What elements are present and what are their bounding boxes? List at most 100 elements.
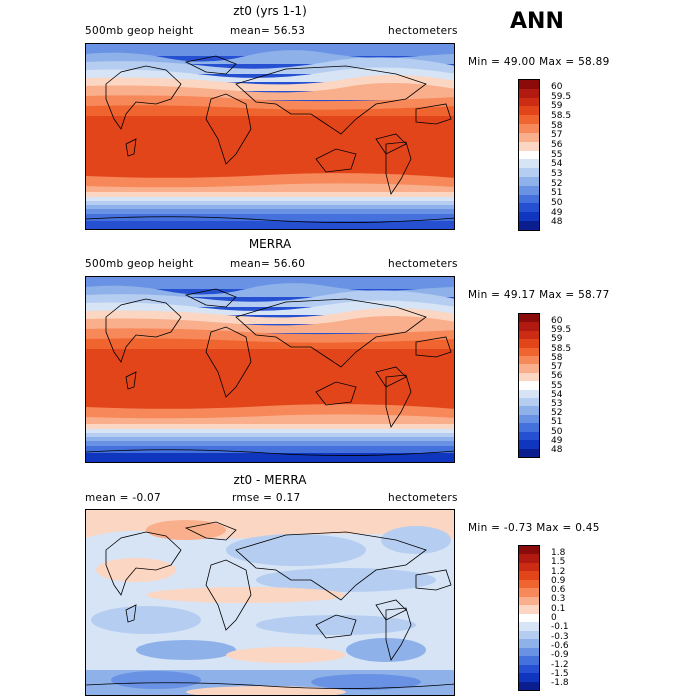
colorbar-label: 53 <box>551 169 563 180</box>
colorbar-label: -0.6 <box>551 640 569 651</box>
colorbar-label: -0.3 <box>551 631 569 642</box>
colorbar-swatch <box>519 613 539 623</box>
colorbar-label: 52 <box>551 178 563 189</box>
colorbar-swatch <box>519 381 539 390</box>
colorbar-label: 52 <box>551 408 563 419</box>
colorbar-label: 59 <box>551 101 563 112</box>
colorbar-label: 51 <box>551 417 563 428</box>
panel3-colorbar-labels: 1.8 1.5 1.2 0.9 0.6 0.3 0.1 0 -0.1 -0.3 -0.6 -0.9 -1… <box>551 548 569 689</box>
colorbar-label: 50 <box>551 426 563 437</box>
panel3-minmax: Min = -0.73 Max = 0.45 <box>468 522 600 534</box>
colorbar-swatch <box>519 622 539 631</box>
colorbar-swatch <box>519 106 539 116</box>
colorbar-label: -0.9 <box>551 650 569 661</box>
panel2-mean-label: mean= 56.60 <box>230 258 306 270</box>
colorbar-swatch <box>519 115 539 125</box>
colorbar-swatch <box>519 656 539 665</box>
panel2-map <box>85 276 455 463</box>
colorbar-swatch <box>519 639 539 648</box>
panel3-colorbar <box>518 545 540 691</box>
colorbar-swatch <box>519 579 539 589</box>
panel3-units: hectometers <box>388 492 458 504</box>
colorbar-swatch <box>519 546 539 555</box>
colorbar-label: 59 <box>551 334 563 345</box>
colorbar-swatch <box>519 322 539 331</box>
colorbar-swatch <box>519 605 539 614</box>
colorbar-swatch <box>519 212 539 221</box>
season-label: ANN <box>510 9 564 34</box>
colorbar-label: -0.1 <box>551 622 569 633</box>
colorbar-label: 0.6 <box>551 585 566 596</box>
colorbar-swatch <box>519 414 539 424</box>
colorbar-label: 48 <box>551 217 563 228</box>
colorbar-label: 58.5 <box>551 343 572 354</box>
colorbar-swatch <box>519 571 539 580</box>
colorbar-swatch <box>519 176 539 186</box>
colorbar-swatch <box>519 347 539 357</box>
colorbar-swatch <box>519 203 539 213</box>
colorbar-label: 49 <box>551 207 563 218</box>
panel1-colorbar-labels: 60 59.5 59 58.5 58 57 56 55 54 53 52 51 50 49 48 <box>551 82 572 228</box>
colorbar-swatch <box>519 185 539 195</box>
colorbar-label: 60 <box>551 82 563 92</box>
colorbar-swatch <box>519 681 539 690</box>
colorbar-label: 0.9 <box>551 575 566 586</box>
panel1-units: hectometers <box>388 25 458 37</box>
panel1-title: zt0 (yrs 1-1) <box>233 4 307 18</box>
colorbar-swatch <box>519 440 539 449</box>
colorbar-swatch <box>519 124 539 133</box>
colorbar-swatch <box>519 647 539 657</box>
colorbar-label: 58.5 <box>551 111 572 122</box>
colorbar-swatch <box>519 132 539 142</box>
colorbar-label: 55 <box>551 380 563 391</box>
colorbar-label: 53 <box>551 398 563 409</box>
colorbar-label: 57 <box>551 362 563 373</box>
panel2-units: hectometers <box>388 258 458 270</box>
panel1-minmax: Min = 49.00 Max = 58.89 <box>468 56 610 68</box>
colorbar-label: 49 <box>551 435 563 446</box>
colorbar-swatch <box>519 159 539 169</box>
panel2-colorbar-labels: 60 59.5 59 58.5 58 57 56 55 54 53 52 51 50 49 48 <box>551 316 572 455</box>
colorbar-swatch <box>519 97 539 107</box>
colorbar-swatch <box>519 406 539 415</box>
colorbar-label: 59.5 <box>551 91 572 102</box>
colorbar-swatch <box>519 339 539 348</box>
colorbar-swatch <box>519 221 539 230</box>
colorbar-label: 0 <box>551 613 557 624</box>
panel1-left-label: 500mb geop height <box>85 25 194 37</box>
colorbar-swatch <box>519 554 539 563</box>
colorbar-swatch <box>519 80 539 89</box>
colorbar-label: 54 <box>551 389 563 400</box>
colorbar-swatch <box>519 88 539 98</box>
colorbar-label: 56 <box>551 371 563 382</box>
colorbar-swatch <box>519 194 539 204</box>
colorbar-label: 56 <box>551 140 563 151</box>
colorbar-swatch <box>519 630 539 640</box>
panel1-mean-label: mean= 56.53 <box>230 25 306 37</box>
colorbar-label: 1.5 <box>551 557 566 568</box>
panel3-mean-label: mean = -0.07 <box>85 492 162 504</box>
panel3-title: zt0 - MERRA <box>233 473 307 487</box>
colorbar-label: 58 <box>551 120 563 131</box>
colorbar-label: 58 <box>551 352 563 363</box>
colorbar-swatch <box>519 314 539 323</box>
colorbar-swatch <box>519 141 539 151</box>
colorbar-label: -1.5 <box>551 668 569 679</box>
panel2-left-label: 500mb geop height <box>85 258 194 270</box>
colorbar-label: 1.8 <box>551 548 566 558</box>
colorbar-swatch <box>519 596 539 606</box>
colorbar-label: 54 <box>551 159 563 170</box>
panel2-colorbar <box>518 313 540 458</box>
colorbar-swatch <box>519 423 539 432</box>
colorbar-swatch <box>519 150 539 160</box>
colorbar-swatch <box>519 398 539 407</box>
colorbar-label: -1.8 <box>551 678 569 689</box>
colorbar-swatch <box>519 431 539 441</box>
colorbar-label: -1.2 <box>551 659 569 670</box>
panel2-title: MERRA <box>248 237 292 251</box>
colorbar-swatch <box>519 588 539 597</box>
colorbar-label: 0.1 <box>551 603 566 614</box>
colorbar-swatch <box>519 448 539 457</box>
colorbar-swatch <box>519 664 539 674</box>
colorbar-swatch <box>519 330 539 340</box>
